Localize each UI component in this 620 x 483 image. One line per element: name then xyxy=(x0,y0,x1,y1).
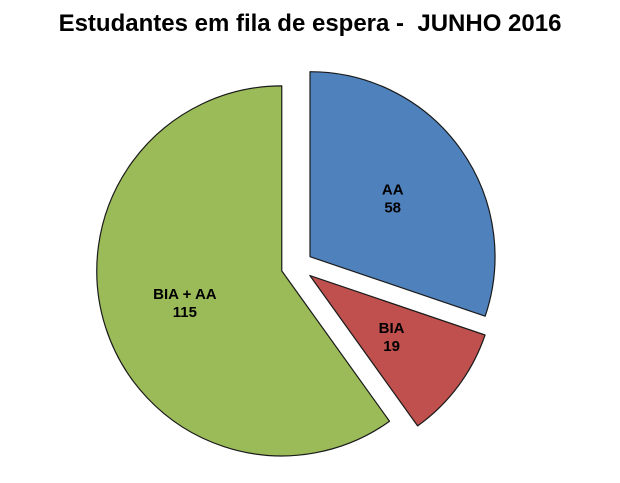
pie-slice-bia-aa xyxy=(96,85,391,457)
pie-slice-aa xyxy=(309,71,496,317)
pie-label-aa: AA 58 xyxy=(382,181,404,216)
pie-slice-bia xyxy=(309,274,486,427)
chart-title: Estudantes em fila de espera - JUNHO 201… xyxy=(58,10,562,37)
pie-label-bia: BIA 19 xyxy=(379,320,405,355)
pie-label-bia-aa: BIA + AA 115 xyxy=(153,286,217,321)
